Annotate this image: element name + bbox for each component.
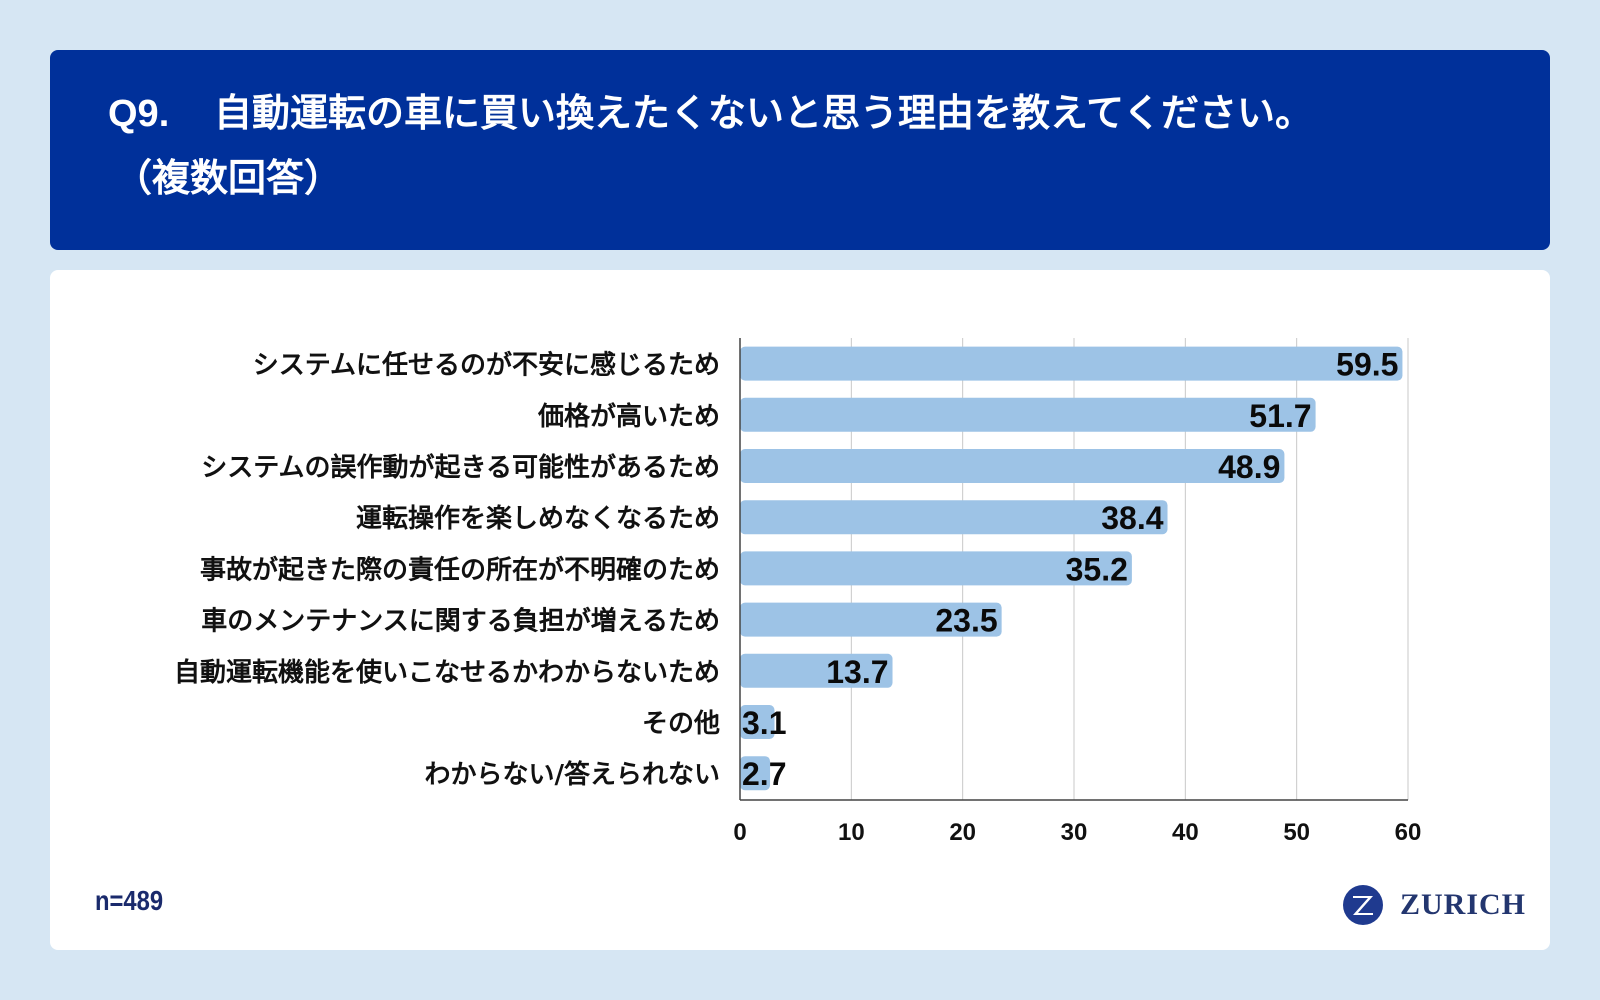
data-label-9: 2.7: [742, 756, 786, 792]
zurich-z-icon: [1343, 885, 1383, 925]
category-label-5: 事故が起きた際の責任の所在が不明確のため: [200, 554, 720, 585]
bar-1: [740, 346, 1403, 381]
bar-9: [740, 756, 771, 791]
question-header: Q9. 自動運転の車に買い換えたくないと思う理由を教えてください。 （複数回答）: [50, 50, 1550, 250]
chart-panel: システムに任せるのが不安に感じるため 59.5 価格が高いため 51.7 システムの誤作…: [50, 270, 1550, 950]
question-text: 自動運転の車に買い換えたくないと思う理由を教えてください。: [214, 91, 1313, 135]
data-label-3: 48.9: [1218, 449, 1280, 485]
sample-size: n=489: [95, 885, 164, 916]
category-label-1: システムに任せるのが不安に感じるため: [253, 350, 720, 381]
x-tick-label-40: 40: [1172, 819, 1199, 846]
bar-chart: システムに任せるのが不安に感じるため 59.5 価格が高いため 51.7 システムの誤作…: [174, 338, 1422, 846]
bar-5: [740, 551, 1132, 586]
category-label-4: 運転操作を楽しめなくなるため: [356, 504, 720, 534]
category-label-9: わからない/答えられない: [425, 759, 721, 790]
data-label-5: 35.2: [1066, 551, 1128, 587]
x-tick-label-30: 30: [1061, 819, 1088, 846]
x-tick-label-50: 50: [1283, 819, 1310, 846]
bar-8: [740, 705, 775, 739]
brand-name: ZURICH: [1400, 888, 1527, 921]
x-tick-label-20: 20: [949, 819, 976, 846]
data-label-7: 13.7: [826, 654, 888, 690]
category-label-3: システムの誤作動が起きる可能性があるため: [201, 452, 720, 483]
bar-4: [740, 500, 1168, 535]
question-title-row: Q9. 自動運転の車に買い換えたくないと思う理由を教えてください。: [108, 88, 1550, 139]
x-tick-label-60: 60: [1395, 819, 1422, 846]
category-label-2: 価格が高いため: [537, 401, 720, 432]
bar-3: [740, 449, 1285, 483]
data-label-4: 38.4: [1101, 500, 1163, 536]
x-tick-label-0: 0: [733, 819, 746, 846]
data-label-1: 59.5: [1336, 347, 1398, 383]
category-label-8: その他: [642, 709, 720, 739]
zurich-logo: ZURICH: [1342, 882, 1526, 928]
category-label-6: 車のメンテナンスに関する負担が増えるため: [201, 606, 720, 637]
x-tick-label-10: 10: [838, 819, 865, 846]
question-note: （複数回答）: [114, 156, 343, 200]
category-label-7: 自動運転機能を使いこなせるかわからないため: [174, 657, 720, 688]
data-label-8: 3.1: [742, 705, 786, 741]
question-number: Q9.: [108, 93, 170, 135]
data-label-2: 51.7: [1249, 398, 1311, 434]
data-label-6: 23.5: [935, 603, 997, 639]
bar-7: [740, 653, 893, 688]
bar-2: [740, 397, 1316, 432]
bar-6: [740, 602, 1002, 637]
